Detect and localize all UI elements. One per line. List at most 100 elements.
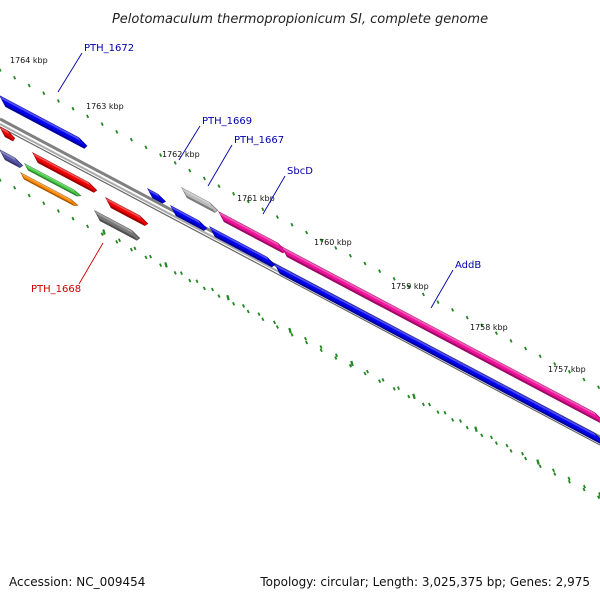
scale-tick-upper — [597, 385, 600, 390]
gene-pth-1672 — [0, 95, 88, 149]
gene-blue-long-shade — [278, 270, 600, 444]
accession-text: Accession: NC_009454 — [9, 575, 145, 589]
scale-tick-middle — [553, 472, 557, 476]
scale-tick-lower — [505, 443, 509, 448]
scale-tick-lower — [350, 360, 354, 367]
leader-line-addb — [430, 269, 454, 309]
scale-tick-middle — [392, 387, 396, 391]
kbp-marker: 1759 kbp — [391, 282, 429, 291]
summary-text: Topology: circular; Length: 3,025,375 bp… — [259, 575, 590, 589]
scale-tick-upper — [334, 246, 338, 250]
scale-tick-upper — [71, 106, 75, 111]
scale-tick-lower — [303, 336, 308, 341]
scale-tick-lower — [319, 345, 323, 349]
gene-label-addb[interactable]: AddB — [455, 260, 481, 271]
scale-tick-upper — [436, 300, 440, 305]
gene-pth-1672-shade — [4, 103, 85, 149]
gene-pth-1668-highlight — [95, 211, 134, 234]
scale-tick-upper — [0, 68, 2, 72]
kbp-marker: 1762 kbp — [162, 150, 200, 159]
scale-tick-upper — [567, 369, 571, 374]
scale-tick-lower — [164, 262, 168, 268]
gene-label-pth-1669[interactable]: PTH_1669 — [202, 116, 252, 127]
gene-label-pth-1672[interactable]: PTH_1672 — [84, 43, 134, 54]
kbp-marker: 1764 kbp — [10, 56, 48, 65]
map-title: Pelotomaculum thermopropionicum SI, comp… — [112, 12, 488, 27]
scale-tick-lower — [334, 353, 339, 358]
scale-tick-middle — [188, 278, 192, 283]
scale-tick-upper — [217, 184, 221, 188]
gene-sbcd-highlight — [219, 212, 280, 247]
scale-tick-lower — [210, 287, 215, 292]
scale-tick-lower — [582, 484, 587, 489]
gene-blue-long — [274, 263, 600, 444]
scale-tick-middle — [144, 255, 148, 260]
scale-tick-middle — [159, 263, 163, 267]
scale-tick-upper — [144, 145, 148, 150]
gene-red-mid-highlight — [106, 198, 142, 219]
gene-red-left-shade — [3, 133, 13, 141]
gene-red-mid — [105, 197, 149, 227]
scale-tick-upper — [305, 230, 309, 235]
scale-tick-upper — [480, 323, 484, 328]
gene-pth-1672-highlight — [0, 96, 81, 141]
scale-tick-middle — [129, 247, 133, 252]
scale-tick-middle — [334, 356, 338, 360]
gene-label-pth-1667[interactable]: PTH_1667 — [234, 135, 284, 146]
gene-pth-1669-highlight — [148, 189, 160, 197]
gene-purple — [0, 149, 24, 168]
scale-tick-upper — [378, 269, 382, 274]
scale-tick-upper — [348, 253, 352, 258]
scale-tick-middle — [275, 325, 279, 329]
scale-tick-lower — [489, 435, 494, 440]
kbp-marker: 1758 kbp — [470, 323, 508, 332]
scale-tick-lower — [133, 246, 137, 251]
gene-purple-shade — [3, 156, 20, 168]
scale-tick-lower — [427, 402, 432, 407]
scale-tick-middle — [173, 270, 177, 275]
scale-tick-upper — [129, 137, 133, 142]
scale-tick-middle — [13, 185, 17, 190]
kbp-marker: 1757 kbp — [548, 365, 586, 374]
scale-tick-middle — [100, 232, 104, 237]
scale-tick-lower — [226, 294, 230, 301]
scale-tick-middle — [494, 441, 498, 445]
gene-red-upper-shade — [36, 159, 94, 193]
scale-ticks — [0, 68, 600, 500]
scale-tick-upper — [159, 153, 163, 157]
scale-tick-lower — [148, 254, 153, 259]
gene-orange — [20, 172, 79, 206]
gene-orange-highlight — [21, 173, 72, 202]
gene-red-mid-shade — [109, 204, 145, 226]
scale-tick-middle — [378, 379, 382, 384]
scale-tick-middle — [538, 464, 542, 469]
gene-sbcd — [218, 211, 287, 254]
kbp-marker: 1761 kbp — [237, 194, 275, 203]
scale-tick-lower — [195, 279, 199, 284]
gene-label-sbcd[interactable]: SbcD — [287, 166, 313, 177]
scale-tick-upper — [173, 160, 177, 165]
gene-addb-highlight — [282, 247, 597, 416]
scale-tick-middle — [305, 340, 309, 345]
scale-tick-middle — [436, 410, 440, 415]
scale-tick-middle — [86, 224, 90, 229]
scale-tick-middle — [202, 286, 206, 291]
leader-line-sbcd — [262, 175, 286, 215]
scale-tick-upper — [42, 91, 46, 96]
leader-line-pth-1668 — [78, 242, 104, 285]
gene-pth-1669-shade — [151, 195, 163, 204]
scale-tick-middle — [246, 309, 250, 314]
kbp-markers: 1764 kbp 1763 kbp 1762 kbp 1761 kbp 1760 kbp… — [10, 56, 586, 374]
scale-tick-upper — [27, 83, 31, 88]
scale-tick-middle — [509, 448, 513, 453]
gene-purple-highlight — [0, 150, 17, 161]
scale-tick-upper — [465, 315, 469, 320]
gene-label-pth-1668[interactable]: PTH_1668 — [31, 284, 81, 295]
gene-blue-mid — [209, 226, 276, 268]
scale-tick-middle — [480, 433, 484, 438]
scale-tick-upper — [553, 362, 557, 366]
scale-tick-upper — [261, 207, 265, 212]
scale-tick-lower — [365, 369, 370, 374]
gene-red-left-highlight — [0, 127, 10, 135]
gene-pth-1667 — [181, 187, 219, 213]
